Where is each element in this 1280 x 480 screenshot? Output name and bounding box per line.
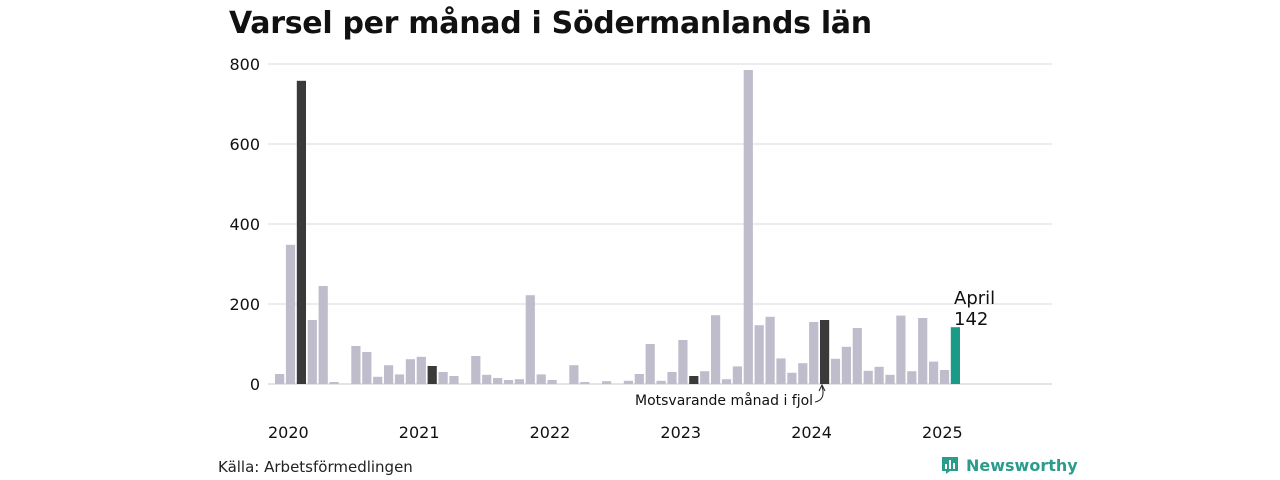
bar xyxy=(493,378,503,384)
x-tick-label: 2020 xyxy=(268,423,309,442)
annotation-current-month: April xyxy=(954,288,995,309)
bar xyxy=(678,340,688,384)
bar xyxy=(798,363,808,384)
x-tick-label: 2023 xyxy=(660,423,701,442)
bar xyxy=(307,320,317,384)
x-axis-ticks: 2020 2021 2022 2023 2024 2025 xyxy=(268,423,963,442)
bar xyxy=(449,376,459,384)
bar xyxy=(841,346,851,384)
y-tick-label: 0 xyxy=(250,375,260,394)
bar xyxy=(776,358,786,384)
bar xyxy=(918,318,928,384)
bar xyxy=(732,366,742,384)
bar xyxy=(852,328,862,384)
bar xyxy=(721,379,732,384)
annotation-arrow xyxy=(814,385,824,403)
bar xyxy=(416,356,426,384)
bar xyxy=(667,372,677,384)
bar xyxy=(318,286,328,384)
bar xyxy=(711,315,721,384)
bar xyxy=(689,376,699,384)
bar xyxy=(427,366,437,384)
bar xyxy=(384,365,394,384)
bar xyxy=(525,295,535,384)
bar xyxy=(907,371,917,384)
bar xyxy=(536,374,546,384)
bar xyxy=(569,365,579,384)
bar xyxy=(362,352,372,384)
brand-name: Newsworthy xyxy=(966,455,1078,475)
bar xyxy=(438,372,448,384)
bar xyxy=(885,374,895,384)
x-tick-label: 2025 xyxy=(922,423,963,442)
source-note: Källa: Arbetsförmedlingen xyxy=(218,458,413,476)
bar xyxy=(547,380,557,384)
bar xyxy=(874,366,884,384)
annotation-arrowhead xyxy=(818,383,826,392)
bar xyxy=(602,381,612,384)
bar xyxy=(296,80,306,385)
x-tick-label: 2021 xyxy=(399,423,440,442)
grid-lines xyxy=(268,63,1052,385)
annotations: Motsvarande månad i fjol April 142 xyxy=(635,288,995,409)
bars xyxy=(275,70,960,385)
bar xyxy=(939,370,950,384)
bar xyxy=(929,361,939,384)
y-tick-label: 400 xyxy=(229,215,260,234)
y-axis-ticks: 0 200 400 600 800 xyxy=(229,55,260,394)
bar xyxy=(743,70,753,384)
bar xyxy=(700,371,710,384)
bar xyxy=(623,380,633,384)
bar xyxy=(896,315,906,384)
bar xyxy=(950,327,960,384)
bar xyxy=(754,325,764,384)
bar xyxy=(329,382,339,384)
bar xyxy=(830,358,841,384)
x-tick-label: 2022 xyxy=(530,423,571,442)
bar xyxy=(471,356,481,384)
y-tick-label: 800 xyxy=(229,55,260,74)
bar xyxy=(405,359,415,384)
annotation-corresponding-month: Motsvarande månad i fjol xyxy=(635,392,813,409)
bar xyxy=(645,344,655,384)
bar xyxy=(634,374,644,384)
chart-title: Varsel per månad i Södermanlands län xyxy=(229,6,872,41)
bar xyxy=(820,320,830,384)
bar xyxy=(765,316,775,384)
bar xyxy=(285,244,296,384)
x-tick-label: 2024 xyxy=(791,423,832,442)
bar xyxy=(580,382,590,384)
bar xyxy=(275,374,285,384)
bar xyxy=(787,372,797,384)
bar xyxy=(656,380,666,384)
bar xyxy=(351,346,361,384)
bar xyxy=(809,322,819,384)
y-tick-label: 600 xyxy=(229,135,260,154)
bar xyxy=(394,374,405,384)
bar-chart-logo-icon xyxy=(942,457,958,474)
bar xyxy=(373,376,383,384)
bar xyxy=(514,379,524,384)
bar xyxy=(503,380,514,384)
brand-logo: Newsworthy xyxy=(940,455,1078,475)
bar xyxy=(863,370,873,384)
bar xyxy=(482,374,492,384)
y-tick-label: 200 xyxy=(229,295,260,314)
annotation-current-value: 142 xyxy=(954,309,988,330)
